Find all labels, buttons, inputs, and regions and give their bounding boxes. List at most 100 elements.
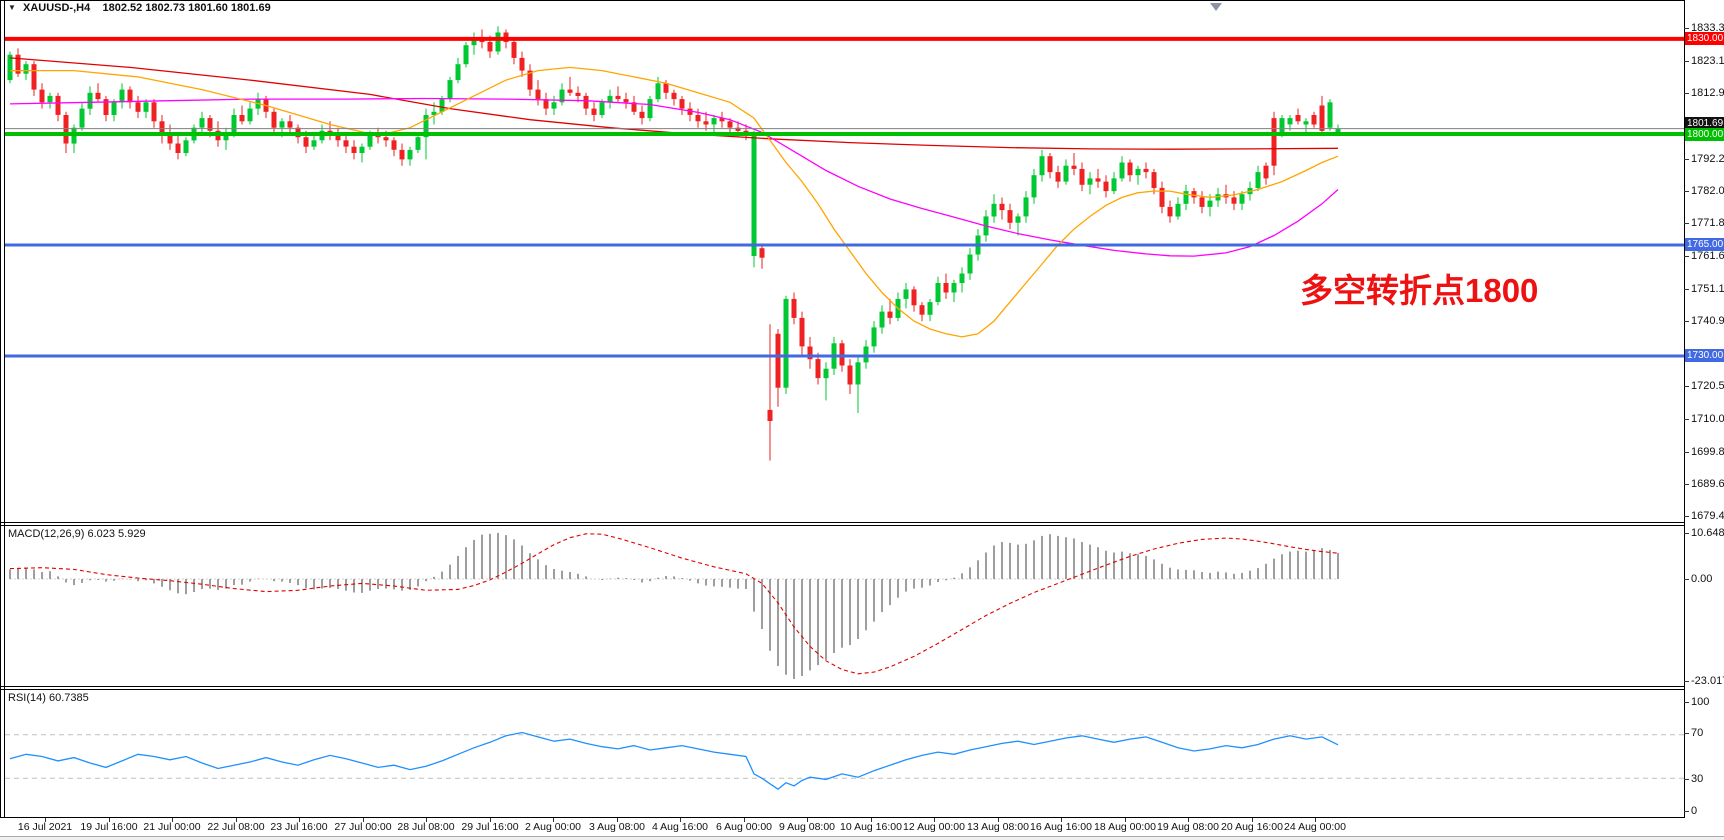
price-tick-label: 1689.60	[1691, 478, 1724, 490]
price-tick-label: 1823.10	[1691, 55, 1724, 67]
candle-body	[519, 57, 525, 71]
candle-body	[15, 54, 21, 74]
time-tick-label: 13 Aug 08:00	[967, 821, 1029, 833]
indicator-tick-mark	[1684, 533, 1689, 534]
candle-body	[247, 108, 253, 122]
ma-mid-magenta	[9, 97, 1339, 257]
border-top	[0, 0, 1684, 1]
candle-body	[47, 95, 53, 103]
time-tick-mark	[172, 818, 173, 822]
macd-signal-line	[9, 533, 1339, 675]
time-tick-label: 20 Aug 16:00	[1221, 821, 1283, 833]
time-tick-label: 21 Jul 00:00	[143, 821, 201, 833]
price-level-chip: 1801.69	[1685, 117, 1724, 130]
candle-body	[927, 302, 933, 315]
rsi-panel-top-border[interactable]	[0, 689, 1684, 690]
annotation-text[interactable]: 多空转折点1800	[1300, 272, 1539, 309]
price-tick-label: 1679.40	[1691, 510, 1724, 522]
candle-body	[1335, 128, 1341, 133]
chart-shift-marker-icon[interactable]	[1210, 3, 1222, 11]
price-tick-mark	[1684, 256, 1689, 257]
time-tick-label: 27 Jul 00:00	[334, 821, 392, 833]
time-tick-label: 10 Aug 16:00	[840, 821, 902, 833]
candle-body	[1007, 210, 1013, 223]
time-tick-label: 19 Jul 16:00	[80, 821, 138, 833]
time-tick-label: 4 Aug 16:00	[651, 821, 709, 833]
candle-body	[175, 143, 181, 153]
candle-body	[855, 362, 861, 385]
price-tick-mark	[1684, 321, 1689, 322]
candle-body	[663, 83, 669, 93]
candle-body	[567, 89, 573, 93]
macd-panel-top-border[interactable]	[0, 525, 1684, 526]
time-tick-mark	[807, 818, 808, 822]
candle-body	[79, 108, 85, 128]
price-level-chip: 1765.00	[1685, 238, 1724, 251]
indicator-tick-label: 0	[1691, 805, 1698, 817]
price-tick-mark	[1684, 419, 1689, 420]
indicator-tick-mark	[1684, 733, 1689, 734]
rsi-indicator-label: RSI(14) 60.7385	[8, 692, 89, 704]
candle-body	[911, 289, 917, 306]
time-tick-mark	[363, 818, 364, 822]
candle-body	[799, 317, 805, 347]
time-tick-mark	[426, 818, 427, 822]
candle-body	[1111, 178, 1117, 192]
macd-indicator-label: MACD(12,26,9) 6.023 5.929	[8, 528, 146, 540]
chart-title[interactable]: ▼ XAUUSD-,H4 1802.52 1802.73 1801.60 180…	[8, 2, 271, 14]
chevron-down-icon[interactable]: ▼	[8, 3, 16, 12]
candle-body	[711, 118, 717, 125]
candle-body	[943, 283, 949, 293]
candle-body	[1311, 115, 1317, 125]
candle-body	[199, 118, 205, 128]
candle-body	[1143, 168, 1149, 173]
candle-body	[207, 118, 213, 131]
candle-body	[1231, 197, 1237, 204]
candle-body	[1151, 172, 1157, 188]
candle-body	[367, 134, 373, 147]
time-tick-mark	[45, 818, 46, 822]
symbol-timeframe-label: XAUUSD-,H4	[22, 2, 91, 14]
candle-body	[623, 99, 629, 103]
candle-body	[1159, 187, 1165, 207]
candle-body	[1207, 200, 1213, 207]
candle-body	[511, 42, 517, 58]
rsi-panel-bottom-border	[0, 817, 1684, 818]
candle-body	[719, 118, 725, 122]
candle-body	[615, 95, 621, 100]
price-tick-mark	[1684, 191, 1689, 192]
indicator-tick-mark	[1684, 681, 1689, 682]
candle-body	[967, 254, 973, 274]
candle-body	[111, 102, 117, 115]
candle-body	[391, 140, 397, 150]
time-tick-mark	[299, 818, 300, 822]
candle-body	[399, 149, 405, 160]
candle-body	[551, 102, 557, 109]
candle-body	[1039, 156, 1045, 176]
candle-body	[39, 89, 45, 103]
candle-body	[703, 121, 709, 125]
candle-body	[727, 121, 733, 128]
candle-body	[1167, 206, 1173, 217]
macd-panel-bottom-border[interactable]	[0, 686, 1684, 687]
main-panel-bottom-border[interactable]	[0, 522, 1684, 523]
price-tick-mark	[1684, 61, 1689, 62]
time-tick-label: 3 Aug 08:00	[588, 821, 646, 833]
candle-body	[463, 45, 469, 65]
price-tick-label: 1812.90	[1691, 87, 1724, 99]
candle-body	[63, 115, 69, 144]
indicator-tick-mark	[1684, 779, 1689, 780]
candle-body	[1191, 191, 1197, 198]
time-tick-label: 2 Aug 00:00	[524, 821, 582, 833]
candle-body	[559, 89, 565, 103]
indicator-tick-mark	[1684, 579, 1689, 580]
ohlc-values: 1802.52 1802.73 1801.60 1801.69	[102, 2, 271, 14]
candle-body	[1015, 216, 1021, 223]
candle-body	[1079, 168, 1085, 185]
candle-body	[919, 305, 925, 315]
time-tick-mark	[871, 818, 872, 822]
time-tick-mark	[490, 818, 491, 822]
candle-body	[447, 80, 453, 100]
